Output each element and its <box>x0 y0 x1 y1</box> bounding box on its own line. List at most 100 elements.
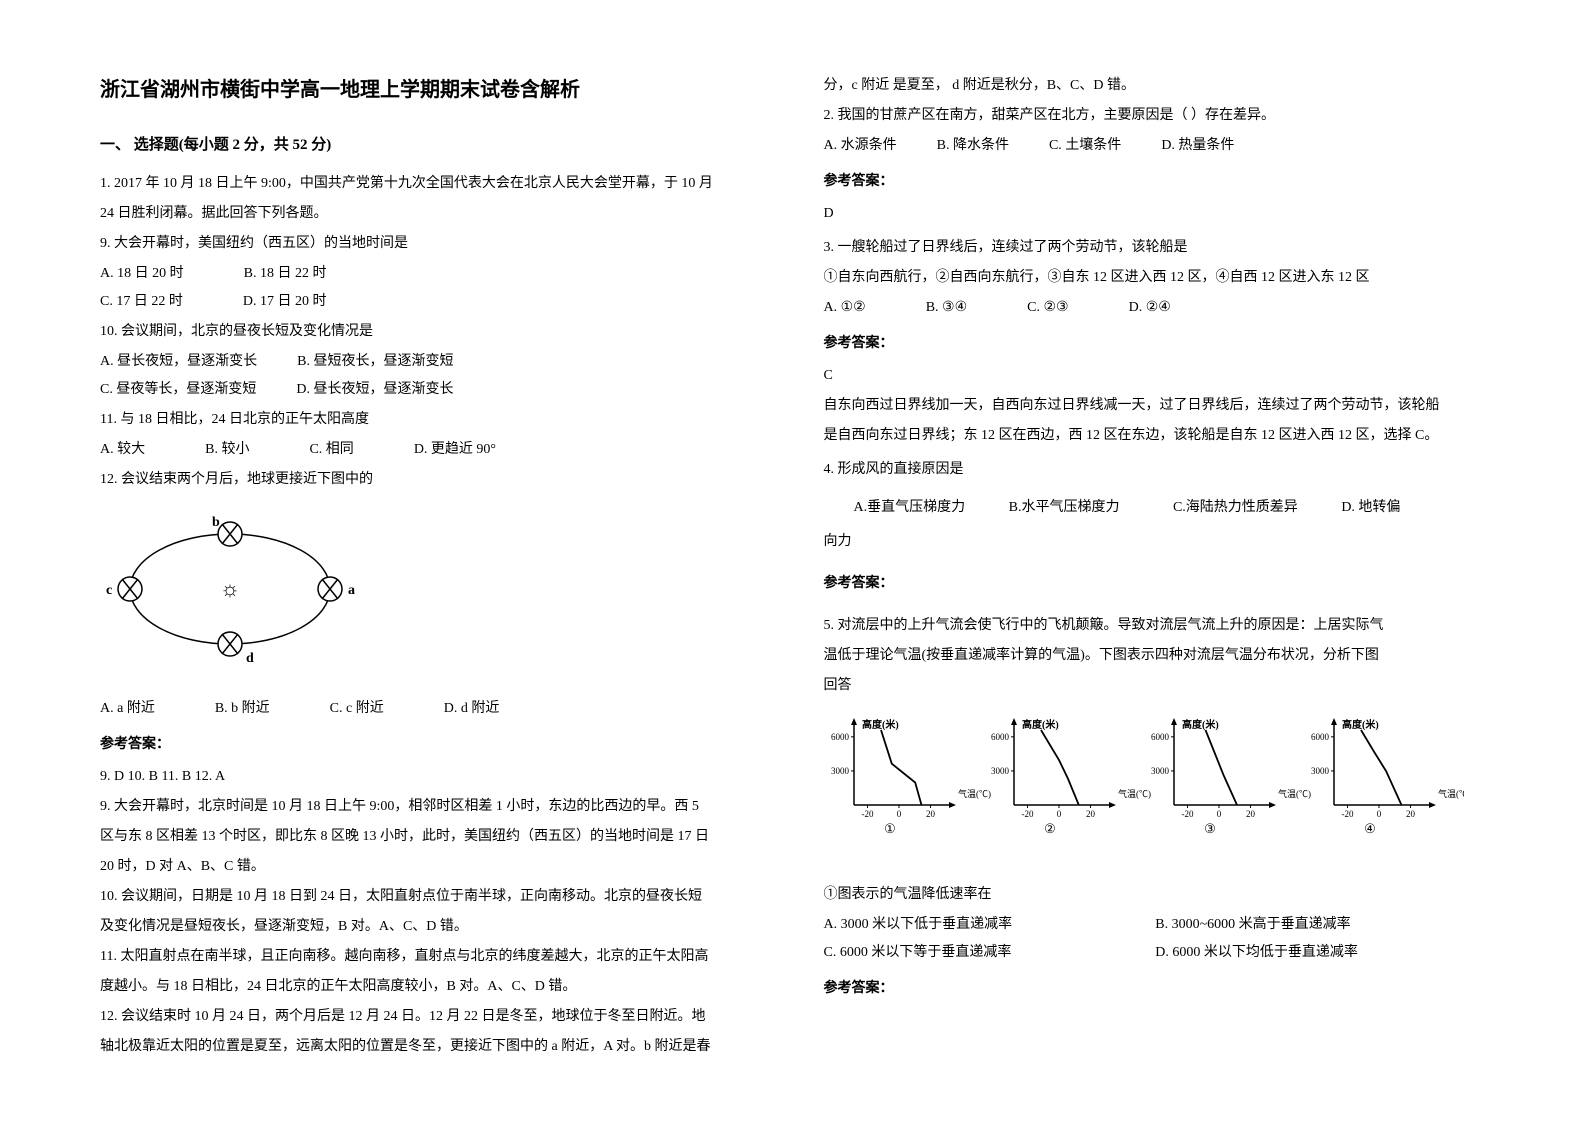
q3-explanation: 是自西向东过日界线；东 12 区在西边，西 12 区在东边，该轮船是自东 12 … <box>824 422 1488 450</box>
q3-answer: C <box>824 362 1488 390</box>
q1-sub11-options: A. 较大 B. 较小 C. 相同 D. 更趋近 90° <box>100 436 764 464</box>
svg-text:0: 0 <box>1376 809 1381 819</box>
svg-text:0: 0 <box>1056 809 1061 819</box>
answer-label: 参考答案： <box>824 168 1488 196</box>
option-c: C. 相同 <box>309 436 353 464</box>
q1-sub9: 9. 大会开幕时，美国纽约（西五区）的当地时间是 <box>100 230 764 258</box>
right-column: 分，c 附近 是夏至， d 附近是秋分，B、C、D 错。 2. 我国的甘蔗产区在… <box>824 70 1488 1052</box>
option-c: C.海陆热力性质差异 <box>1173 500 1298 515</box>
q5-stem: 温低于理论气温(按垂直递减率计算的气温)。下图表示四种对流层气温分布状况，分析下… <box>824 642 1488 670</box>
q1-explanation: 12. 会议结束时 10 月 24 日，两个月后是 12 月 24 日。12 月… <box>100 1003 764 1031</box>
q1-explanation: 10. 会议期间，日期是 10 月 18 日到 24 日，太阳直射点位于南半球，… <box>100 883 764 911</box>
option-d: D. 地转偏 <box>1341 500 1400 515</box>
option-a: A. 昼长夜短，昼逐渐变长 <box>100 348 257 376</box>
svg-text:④: ④ <box>1364 821 1376 836</box>
svg-text:3000: 3000 <box>1151 766 1170 776</box>
svg-text:气温(℃): 气温(℃) <box>1278 788 1311 799</box>
orbit-position-b: b <box>212 515 242 546</box>
svg-text:6000: 6000 <box>1311 732 1330 742</box>
option-d: D. ②④ <box>1129 294 1171 322</box>
option-c: C. 昼夜等长，昼逐渐变短 <box>100 376 256 404</box>
svg-text:高度(米): 高度(米) <box>862 718 899 731</box>
option-a: A. ①② <box>824 294 866 322</box>
question-3: 3. 一艘轮船过了日界线后，连续过了两个劳动节，该轮船是 ①自东向西航行，②自西… <box>824 234 1488 450</box>
option-c: C. 17 日 22 时 <box>100 288 183 316</box>
svg-text:高度(米): 高度(米) <box>1022 718 1059 731</box>
option-b: B. 昼短夜长，昼逐渐变短 <box>297 348 453 376</box>
svg-text:20: 20 <box>1406 809 1416 819</box>
q1-sub12-options: A. a 附近 B. b 附近 C. c 附近 D. d 附近 <box>100 695 764 723</box>
option-d: D. d 附近 <box>444 695 500 723</box>
option-a: A. 3000 米以下低于垂直递减率 <box>824 911 1156 939</box>
exam-title: 浙江省湖州市横街中学高一地理上学期期末试卷含解析 <box>100 70 764 110</box>
svg-text:②: ② <box>1044 821 1056 836</box>
q1-explanation: 9. 大会开幕时，北京时间是 10 月 18 日上午 9:00，相邻时区相差 1… <box>100 793 764 821</box>
q2-options: A. 水源条件 B. 降水条件 C. 土壤条件 D. 热量条件 <box>824 132 1488 160</box>
q1-sub9-options: A. 18 日 20 时 B. 18 日 22 时 <box>100 260 764 288</box>
svg-text:0: 0 <box>1216 809 1221 819</box>
option-b: B. 3000~6000 米高于垂直递减率 <box>1155 911 1487 939</box>
q1-sub12: 12. 会议结束两个月后，地球更接近下图中的 <box>100 466 764 494</box>
svg-text:3000: 3000 <box>831 766 850 776</box>
q1-answers: 9. D 10. B 11. B 12. A <box>100 763 764 791</box>
orbit-diagram: ☼ a b <box>100 504 764 685</box>
svg-text:6000: 6000 <box>831 732 850 742</box>
question-2: 2. 我国的甘蔗产区在南方，甜菜产区在北方，主要原因是（ ）存在差异。 A. 水… <box>824 102 1488 228</box>
q1-stem-line2: 24 日胜利闭幕。据此回答下列各题。 <box>100 200 764 228</box>
q4-stem: 4. 形成风的直接原因是 <box>824 456 1488 484</box>
option-b: B. 18 日 22 时 <box>244 260 327 288</box>
option-b: B. ③④ <box>926 294 967 322</box>
option-b: B. 降水条件 <box>937 132 1009 160</box>
temperature-charts: 3000 6000 -20 0 20 高度(米) 气温(℃) ① 3000 6000 -20 0 20 高… <box>824 715 1488 866</box>
option-b: B.水平气压梯度力 <box>1009 500 1120 515</box>
q5-stem: 回答 <box>824 672 1488 700</box>
svg-text:-20: -20 <box>1341 809 1353 819</box>
option-d: D. 热量条件 <box>1161 132 1234 160</box>
answer-label: 参考答案： <box>824 330 1488 358</box>
q1-stem-line1: 1. 2017 年 10 月 18 日上午 9:00，中国共产党第十九次全国代表… <box>100 170 764 198</box>
answer-label: 参考答案： <box>824 975 1488 1003</box>
option-c: C. c 附近 <box>330 695 384 723</box>
q4-cont: 向力 <box>824 528 1488 556</box>
q1-explanation: 及变化情况是昼短夜长，昼逐渐变短，B 对。A、C、D 错。 <box>100 913 764 941</box>
q1-explanation: 11. 太阳直射点在南半球，且正向南移。越向南移，直射点与北京的纬度差越大，北京… <box>100 943 764 971</box>
option-a: A. 较大 <box>100 436 145 464</box>
question-1: 1. 2017 年 10 月 18 日上午 9:00，中国共产党第十九次全国代表… <box>100 170 764 1061</box>
q1-sub11: 11. 与 18 日相比，24 日北京的正午太阳高度 <box>100 406 764 434</box>
svg-text:高度(米): 高度(米) <box>1182 718 1219 731</box>
option-c: C. 6000 米以下等于垂直递减率 <box>824 939 1156 967</box>
orbit-position-a: a <box>318 577 355 601</box>
section-1-title: 一、 选择题(每小题 2 分，共 52 分) <box>100 130 764 160</box>
q1-sub10-options: A. 昼长夜短，昼逐渐变长 B. 昼短夜长，昼逐渐变短 <box>100 348 764 376</box>
q3-explanation: 自东向西过日界线加一天，自西向东过日界线减一天，过了日界线后，连续过了两个劳动节… <box>824 392 1488 420</box>
svg-text:b: b <box>212 515 220 530</box>
svg-text:气温(℃): 气温(℃) <box>1118 788 1151 799</box>
q3-line2: ①自东向西航行，②自西向东航行，③自东 12 区进入西 12 区，④自西 12 … <box>824 264 1488 292</box>
option-a: A. a 附近 <box>100 695 155 723</box>
q5-stem: 5. 对流层中的上升气流会使飞行中的飞机颠簸。导致对流层气流上升的原因是：上居实… <box>824 612 1488 640</box>
svg-text:①: ① <box>884 821 896 836</box>
option-b: B. b 附近 <box>215 695 270 723</box>
option-c: C. ②③ <box>1027 294 1068 322</box>
option-d: D. 6000 米以下均低于垂直递减率 <box>1155 939 1487 967</box>
svg-text:-20: -20 <box>861 809 873 819</box>
option-d: D. 昼长夜短，昼逐渐变长 <box>296 376 453 404</box>
orbit-position-c: c <box>106 577 142 601</box>
svg-text:a: a <box>348 583 355 598</box>
q1-sub10-options-2: C. 昼夜等长，昼逐渐变短 D. 昼长夜短，昼逐渐变长 <box>100 376 764 404</box>
q3-stem: 3. 一艘轮船过了日界线后，连续过了两个劳动节，该轮船是 <box>824 234 1488 262</box>
svg-text:气温(℃): 气温(℃) <box>958 788 991 799</box>
q1-explanation: 轴北极靠近太阳的位置是夏至，远离太阳的位置是冬至，更接近下图中的 a 附近，A … <box>100 1033 764 1061</box>
option-c: C. 土壤条件 <box>1049 132 1121 160</box>
svg-text:6000: 6000 <box>991 732 1010 742</box>
option-d: D. 更趋近 90° <box>414 436 496 464</box>
q1-explanation: 度越小。与 18 日相比，24 日北京的正午太阳高度较小，B 对。A、C、D 错… <box>100 973 764 1001</box>
option-d: D. 17 日 20 时 <box>243 288 327 316</box>
svg-text:高度(米): 高度(米) <box>1342 718 1379 731</box>
svg-text:-20: -20 <box>1181 809 1193 819</box>
svg-text:6000: 6000 <box>1151 732 1170 742</box>
question-4: 4. 形成风的直接原因是 A.垂直气压梯度力 B.水平气压梯度力 C.海陆热力性… <box>824 456 1488 598</box>
q1-explanation: 区与东 8 区相差 13 个时区，即比东 8 区晚 13 小时，此时，美国纽约（… <box>100 823 764 851</box>
q2-answer: D <box>824 200 1488 228</box>
svg-text:20: 20 <box>1086 809 1096 819</box>
